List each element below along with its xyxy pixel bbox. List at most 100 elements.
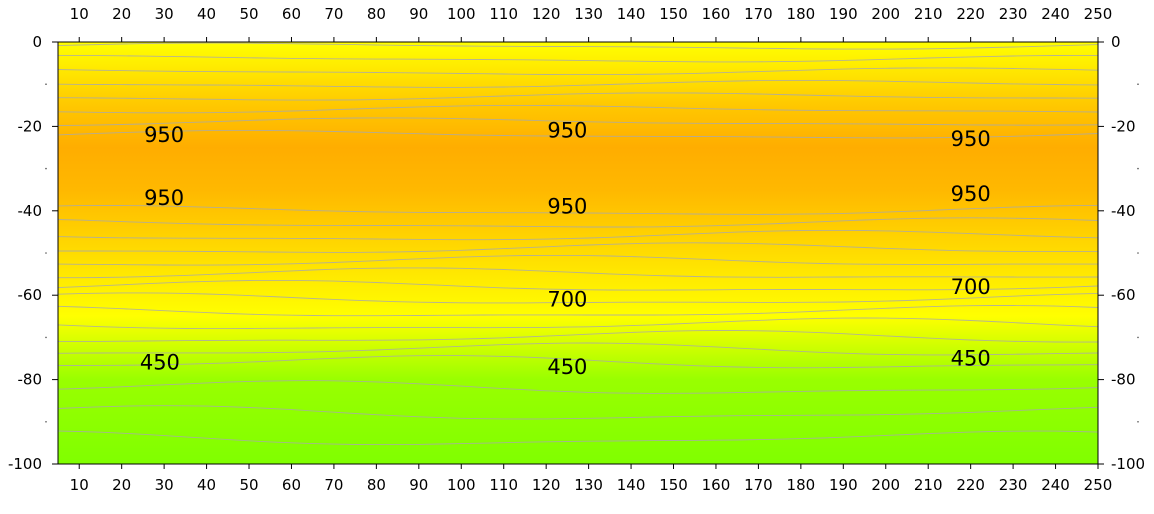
contour-line xyxy=(58,54,1098,63)
y-tick-label-right: -60 xyxy=(1111,286,1136,304)
x-tick-label-top: 70 xyxy=(324,5,343,23)
x-tick-label-top: 190 xyxy=(829,5,858,23)
contour-value-label: 950 xyxy=(144,123,184,147)
y-tick-label-right: -100 xyxy=(1111,455,1145,473)
plot-frame xyxy=(57,41,1099,465)
y-minor-dot xyxy=(45,167,47,170)
y-tick-label-right: -40 xyxy=(1111,202,1136,220)
x-tick-label-bottom: 120 xyxy=(532,476,561,494)
x-tick-label-top: 30 xyxy=(155,5,174,23)
x-tick-label-bottom: 70 xyxy=(324,476,343,494)
contour-line xyxy=(58,67,1098,76)
contour-line xyxy=(58,104,1098,114)
x-tick-label-bottom: 60 xyxy=(282,476,301,494)
y-tick-label-left: -20 xyxy=(18,117,43,135)
x-tick-label-bottom: 90 xyxy=(409,476,428,494)
x-tick-label-top: 170 xyxy=(744,5,773,23)
y-minor-dot xyxy=(1137,336,1139,339)
y-minor-dot xyxy=(1137,421,1139,423)
contour-line xyxy=(58,117,1098,126)
contour-line xyxy=(58,229,1098,241)
x-tick-label-top: 150 xyxy=(659,5,688,23)
x-tick-label-bottom: 30 xyxy=(155,476,174,494)
x-tick-label-top: 50 xyxy=(239,5,258,23)
contour-value-label: 950 xyxy=(951,182,991,206)
x-tick-label-bottom: 20 xyxy=(112,476,131,494)
contour-line xyxy=(58,292,1098,304)
x-tick-label-bottom: 170 xyxy=(744,476,773,494)
contour-line xyxy=(58,355,1098,369)
x-axis-bottom: 10 20 30 40 50 60 70 80 90 100 110 120 130 140 150 160 1… xyxy=(70,464,1113,494)
contour-line xyxy=(58,129,1098,139)
y-minor-dot xyxy=(45,421,47,423)
y-minor-dot xyxy=(1137,83,1139,85)
y-minor-dot xyxy=(45,252,47,254)
x-tick-label-top: 110 xyxy=(489,5,518,23)
x-tick-label-top: 250 xyxy=(1084,5,1113,23)
contour-line xyxy=(58,330,1098,343)
y-tick-label-right: 0 xyxy=(1111,33,1121,51)
y-axis-left: 0 -20 -40 -60 -80 -100 xyxy=(8,33,58,473)
x-tick-label-bottom: 10 xyxy=(70,476,89,494)
contour-line xyxy=(58,279,1098,291)
x-axis-top: 10 20 30 40 50 60 70 80 90 100 110 120 130 140 150 160 1… xyxy=(70,5,1113,42)
x-tick-label-bottom: 250 xyxy=(1084,476,1113,494)
x-tick-label-top: 210 xyxy=(914,5,943,23)
x-tick-label-top: 20 xyxy=(112,5,131,23)
y-minor-dot xyxy=(1137,167,1139,170)
y-tick-label-left: -60 xyxy=(18,286,43,304)
y-tick-label-left: -100 xyxy=(8,455,42,473)
contour-lines xyxy=(58,42,1098,446)
x-tick-label-bottom: 240 xyxy=(1041,476,1070,494)
contour-value-label: 950 xyxy=(547,195,587,219)
y-tick-label-left: -40 xyxy=(18,202,43,220)
x-tick-label-top: 200 xyxy=(871,5,900,23)
contour-line xyxy=(58,430,1098,446)
x-tick-label-top: 60 xyxy=(282,5,301,23)
x-tick-label-bottom: 100 xyxy=(447,476,476,494)
plot-area xyxy=(58,42,1098,464)
contour-value-label: 450 xyxy=(140,351,180,375)
x-tick-label-top: 100 xyxy=(447,5,476,23)
x-tick-label-bottom: 50 xyxy=(239,476,258,494)
contour-line xyxy=(58,79,1098,88)
x-tick-label-bottom: 180 xyxy=(787,476,816,494)
x-tick-label-bottom: 160 xyxy=(702,476,731,494)
x-tick-label-top: 80 xyxy=(367,5,386,23)
x-tick-label-top: 90 xyxy=(409,5,428,23)
x-tick-label-bottom: 110 xyxy=(489,476,518,494)
y-tick-label-right: -20 xyxy=(1111,117,1136,135)
x-tick-label-bottom: 140 xyxy=(617,476,646,494)
contour-line xyxy=(58,217,1098,228)
contour-line xyxy=(58,305,1098,317)
x-tick-label-top: 120 xyxy=(532,5,561,23)
y-tick-label-left: -80 xyxy=(18,371,43,389)
contour-line xyxy=(58,267,1098,279)
x-tick-label-bottom: 210 xyxy=(914,476,943,494)
y-axis-right: 0 -20 -40 -60 -80 -100 xyxy=(1098,33,1145,473)
x-tick-label-top: 10 xyxy=(70,5,89,23)
x-tick-label-top: 220 xyxy=(956,5,985,23)
y-minor-dot xyxy=(45,336,47,339)
x-tick-label-top: 140 xyxy=(617,5,646,23)
x-tick-label-top: 240 xyxy=(1041,5,1070,23)
x-tick-label-top: 130 xyxy=(574,5,603,23)
contour-line xyxy=(58,242,1098,253)
contour-line xyxy=(58,42,1098,50)
x-tick-label-bottom: 80 xyxy=(367,476,386,494)
y-tick-label-left: 0 xyxy=(32,33,42,51)
contour-value-label: 700 xyxy=(951,275,991,299)
x-tick-label-bottom: 230 xyxy=(999,476,1028,494)
contour-value-label: 950 xyxy=(144,186,184,210)
x-tick-label-top: 40 xyxy=(197,5,216,23)
x-tick-label-top: 230 xyxy=(999,5,1028,23)
contour-value-label: 950 xyxy=(951,127,991,151)
contour-value-label: 450 xyxy=(951,347,991,371)
contour-labels: 950 950 950 950 950 950 700 700 450 450 450 xyxy=(140,119,991,379)
contour-value-label: 950 xyxy=(547,119,587,143)
x-tick-label-bottom: 130 xyxy=(574,476,603,494)
contour-line xyxy=(58,317,1098,330)
x-tick-label-bottom: 150 xyxy=(659,476,688,494)
y-tick-label-right: -80 xyxy=(1111,371,1136,389)
